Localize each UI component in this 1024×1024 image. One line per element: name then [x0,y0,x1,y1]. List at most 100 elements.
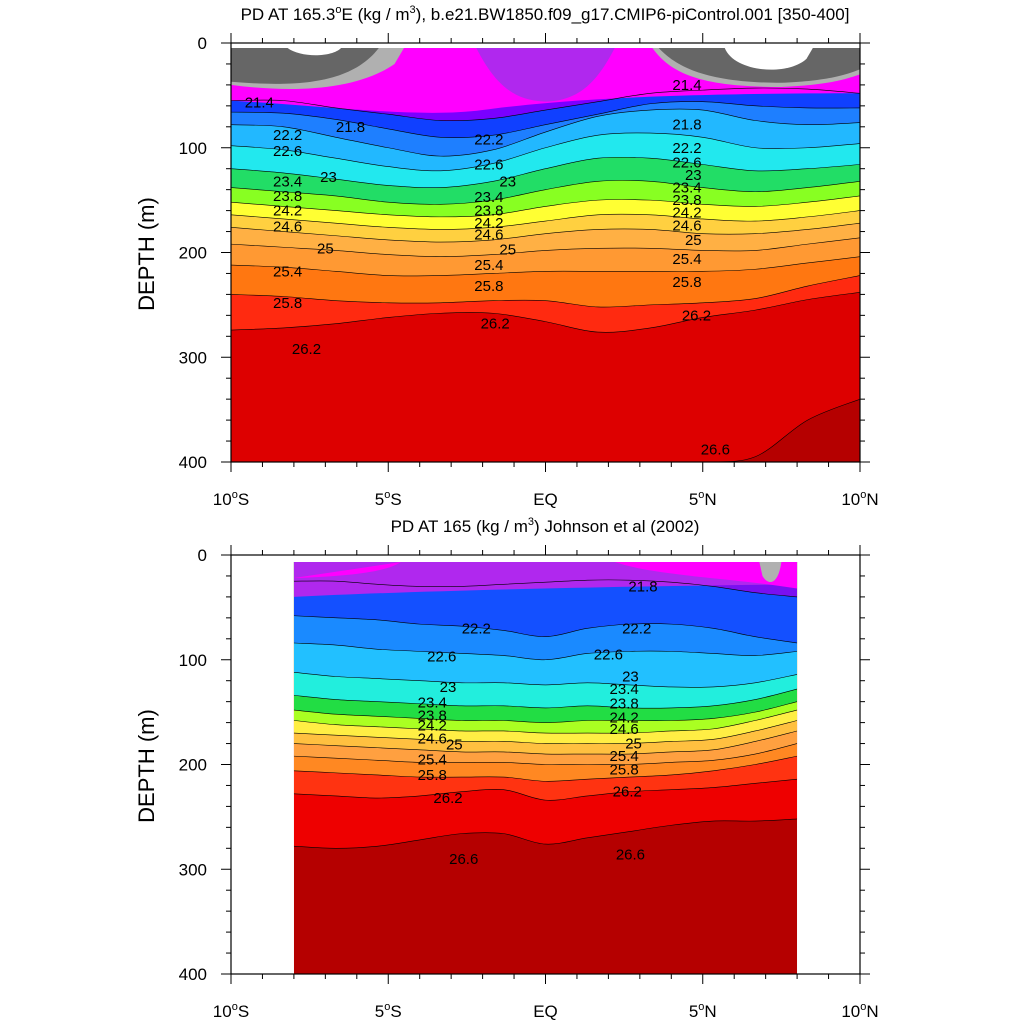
y-tick-label: 100 [179,651,207,670]
isopycnal-23-8 [293,701,798,723]
isopycnal-26-6 [293,818,798,849]
x-axis-ticks: 10oS 5oS EQ 5oN 10oN [213,545,879,1021]
surface-magenta-left [293,562,401,579]
title-sup1: o [335,4,341,16]
isopycnal-22-6 [231,132,860,172]
contour-label: 24.2 [610,709,639,726]
surface-purple [476,48,615,102]
isopycnal-24-2 [231,210,860,230]
isopycnal-26-2 [231,292,860,333]
contour-label: 26.2 [613,784,642,801]
x-tick-label: 5oS [375,1001,402,1021]
contour-label: 22.2 [672,140,701,157]
contour-label: 21.8 [628,578,657,595]
contour-label: 22.6 [672,154,701,171]
contour-label: 23.8 [672,192,701,209]
x-tick-label: 5oN [689,1001,717,1021]
contour-label: 23.8 [474,203,503,220]
contour-label: 21.4 [672,77,701,94]
x-tick-label: 10oN [841,1001,878,1021]
isopycnal-25-8 [293,755,798,782]
y-axis-ticks: 0 100 200 300 400 [179,546,870,984]
contour-label: 21.8 [672,117,701,134]
contour-label: 23 [320,169,337,186]
contour-label: 25.4 [418,751,447,768]
y-tick-label: 200 [179,756,207,775]
isopycnal-23-8 [231,195,860,218]
isopycnal-25 [231,237,860,257]
y-tick-label: 0 [198,34,207,53]
isopycnal-25 [293,730,798,755]
contour-label: 26.6 [449,851,478,868]
contour-label: 24.6 [672,217,701,234]
isopycnal-23 [293,672,798,688]
contour-label: 24.2 [273,203,302,220]
contour-label: 22.2 [462,620,491,637]
contour-label: 25.8 [418,767,447,784]
isopycnal-23-4 [293,688,798,709]
x-tick-label: 10oN [841,489,878,509]
isopycnal-26-6 [231,398,860,462]
title-suffix: ), b.e21.BW1850.f09_g17.CMIP6-piControl.… [416,5,850,24]
contour-label: 24.6 [273,218,302,235]
isopycnal-25-4 [231,256,860,277]
contour-label: 23.8 [610,696,639,713]
contour-label: 22.2 [273,127,302,144]
y-tick-label: 400 [179,453,207,472]
dark-patch-left [231,48,379,84]
x-tick-label: EQ [533,1002,558,1021]
panel-bottom-title: PD AT 165 (kg / m3) Johnson et al (2002) [391,516,700,536]
contour-label: 23 [685,167,702,184]
isopycnal-23 [231,156,860,189]
y-tick-label: 100 [179,139,207,158]
contour-label: 26.2 [292,341,321,358]
hole-right [724,48,813,70]
contour-label: 26.6 [616,847,645,864]
contour-label: 22.6 [474,157,503,174]
y-tick-label: 0 [198,546,207,565]
isopycnal-25-4 [293,743,798,765]
contour-label: 23.8 [418,707,447,724]
contour-label: 25.8 [672,274,701,291]
panel-bottom: PD AT 165 (kg / m3) Johnson et al (2002)… [134,516,879,1021]
contour-label: 26.2 [481,316,510,333]
contour-label: 21.4 [245,95,274,112]
isopycnal-24-2 [293,709,798,734]
contour-label: 23.4 [672,180,701,197]
contour-label: 25.4 [672,251,701,268]
contour-label: 26.6 [701,441,730,458]
contour-label: 23 [622,669,639,686]
contour-label: 25 [499,241,516,258]
isopycnal-24-6 [293,720,798,745]
y-axis-label-top: DEPTH (m) [134,197,159,311]
surface-magenta-right [614,562,798,589]
panel-top: PD AT 165.3oE (kg / m3), b.e21.BW1850.f0… [134,4,879,509]
isopycnal-22-2 [293,615,798,644]
density-bands [293,562,798,974]
title-sup1: 3 [528,516,534,528]
isopycnal-21-8 [293,579,798,598]
x-tick-label: 5oS [375,489,402,509]
contour-label: 21.8 [336,119,365,136]
contour-label: 22.6 [427,649,456,666]
x-tick-label: 10oS [213,489,249,509]
x-tick-label: 10oS [213,1001,249,1021]
y-tick-label: 400 [179,965,207,984]
contour-label: 23.4 [610,681,639,698]
contour-label: 22.2 [474,131,503,148]
contour-label: 25 [446,737,463,754]
contour-label: 24.2 [672,205,701,222]
isopycnal-21-8 [231,101,860,138]
contour-label: 25.4 [474,257,503,274]
contour-label: 23.4 [273,173,302,190]
isopycnal-21-4 [231,87,860,122]
contour-label: 26.2 [433,790,462,807]
contour-label: 24.6 [474,227,503,244]
isopycnal-23-4 [231,180,860,205]
contour-label: 25.4 [273,263,302,280]
contour-label: 23.4 [418,695,447,712]
y-tick-label: 200 [179,244,207,263]
contour-label: 25.8 [474,278,503,295]
